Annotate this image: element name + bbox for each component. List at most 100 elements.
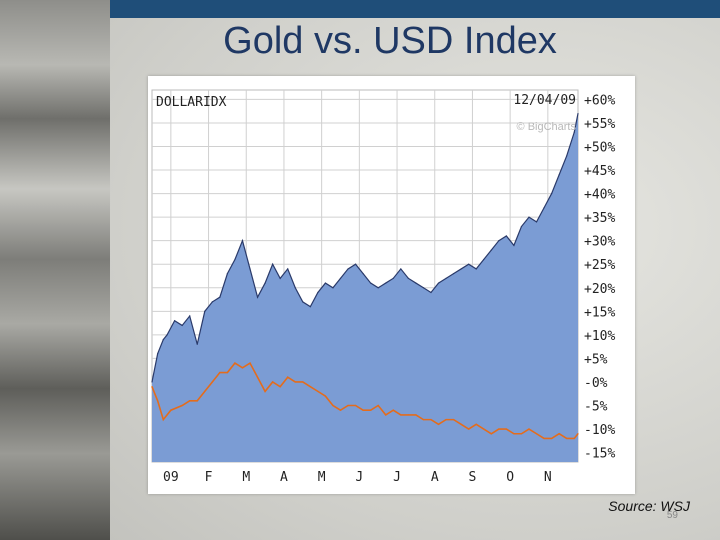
y-tick-label: +15% <box>584 305 615 320</box>
gold-data-point <box>422 287 425 289</box>
dollar-data-point <box>577 433 579 435</box>
gold-data-point <box>528 216 530 218</box>
gold-data-point <box>211 301 213 303</box>
gold-data-point <box>204 310 206 312</box>
dollar-data-point <box>272 381 274 383</box>
dollar-data-point <box>189 400 191 402</box>
gold-data-point <box>166 334 168 336</box>
gold-data-point <box>415 282 417 284</box>
x-tick-label: A <box>280 470 288 485</box>
dollar-data-point <box>513 433 515 435</box>
gold-data-point <box>196 343 198 345</box>
gold-data-point <box>279 277 281 279</box>
dollar-data-point <box>400 414 402 416</box>
dollar-data-point <box>460 423 462 425</box>
gold-data-point <box>385 282 387 284</box>
y-tick-label: +20% <box>584 282 615 297</box>
x-tick-label: M <box>242 470 250 485</box>
gold-data-point <box>437 282 440 284</box>
gold-data-point <box>347 268 349 270</box>
gold-data-point <box>498 240 500 242</box>
dollar-data-point <box>377 404 379 407</box>
dollar-data-point <box>249 362 251 364</box>
gold-data-point <box>407 277 409 279</box>
gold-data-point <box>317 291 319 294</box>
dollar-data-point <box>490 433 492 435</box>
gold-data-point <box>332 287 334 289</box>
x-tick-label: J <box>355 470 363 485</box>
gold-data-point <box>551 192 553 195</box>
dollar-data-point <box>256 376 259 378</box>
dollar-data-point <box>170 409 172 411</box>
dollar-data-point <box>422 419 425 421</box>
gold-data-point <box>294 287 296 289</box>
gold-data-point <box>505 235 507 237</box>
gold-data-point <box>430 291 432 294</box>
y-tick-label: -5% <box>584 399 608 414</box>
x-tick-label: M <box>318 470 326 485</box>
dollar-data-point <box>204 390 206 392</box>
gold-data-point <box>577 112 579 115</box>
gold-data-point <box>226 273 228 275</box>
gold-data-point <box>339 277 342 279</box>
dollar-data-point <box>468 428 470 430</box>
dollar-data-point <box>483 428 485 430</box>
gold-data-point <box>468 263 470 265</box>
dollar-data-point <box>196 400 198 402</box>
y-tick-label: +55% <box>584 117 615 132</box>
dollar-data-point <box>339 409 342 411</box>
dollar-data-point <box>226 371 228 374</box>
gold-data-point <box>362 273 364 275</box>
dollar-data-point <box>362 409 364 411</box>
gold-data-point <box>520 225 523 228</box>
dollar-data-point <box>279 386 281 388</box>
gold-data-point <box>543 207 545 209</box>
dollar-data-point <box>415 414 417 416</box>
x-tick-label: A <box>431 470 439 485</box>
gold-data-point <box>234 258 236 261</box>
gold-data-point <box>566 155 568 157</box>
dollar-data-point <box>520 433 523 435</box>
gold-data-point <box>483 258 485 261</box>
dollar-data-point <box>157 400 159 402</box>
dollar-data-point <box>535 433 538 435</box>
slide-title: Gold vs. USD Index <box>223 20 557 62</box>
collage-photo-strip <box>0 0 110 540</box>
dollar-data-point <box>181 404 183 407</box>
gold-data-point <box>513 244 515 246</box>
gold-data-point <box>241 240 244 242</box>
dollar-data-point <box>211 381 213 383</box>
y-tick-label: +10% <box>584 329 615 344</box>
dollar-data-point <box>241 367 244 369</box>
dollar-data-point <box>151 386 153 388</box>
x-tick-label: O <box>506 470 514 485</box>
stock-chart: +60% +55% +50% +45% +40% +35% +30% +25% +20% +15%… <box>151 89 615 485</box>
y-tick-label: +50% <box>584 141 615 156</box>
y-tick-label: +60% <box>584 93 615 108</box>
watermark-label: © BigCharts <box>517 121 577 133</box>
gold-data-point <box>475 268 477 270</box>
gold-data-point <box>535 221 538 223</box>
gold-data-point <box>452 273 455 275</box>
gold-data-point <box>392 277 394 279</box>
gold-data-point <box>181 324 183 327</box>
dollar-data-point <box>324 395 327 397</box>
gold-data-point <box>460 268 462 270</box>
dollar-data-point <box>162 419 164 421</box>
dollar-data-point <box>332 404 334 407</box>
dollar-data-point <box>407 414 409 416</box>
dollar-data-point <box>430 419 432 421</box>
gold-data-point <box>264 282 266 284</box>
gold-data-point <box>272 263 274 265</box>
gold-data-point <box>377 287 379 289</box>
gold-data-point <box>162 338 164 341</box>
gold-data-point <box>151 381 153 383</box>
dollar-data-point <box>302 381 304 383</box>
dollar-data-point <box>437 423 440 425</box>
dollar-data-point <box>528 428 530 430</box>
y-tick-label: +40% <box>584 188 615 203</box>
y-tick-label: -10% <box>584 423 615 438</box>
date-label: 12/04/09 <box>513 93 576 108</box>
dollar-data-point <box>543 437 545 440</box>
dollar-data-point <box>234 362 236 364</box>
